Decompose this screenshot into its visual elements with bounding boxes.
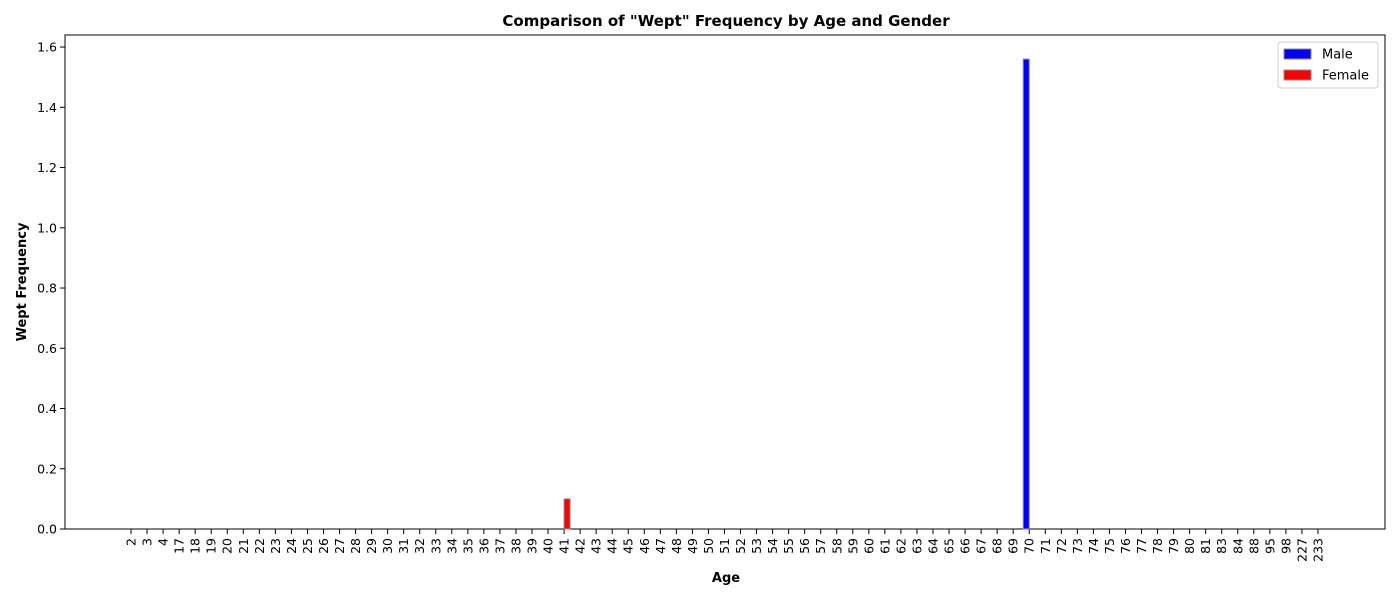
x-tick-label: 88 [1246, 538, 1261, 554]
x-tick-label: 58 [829, 538, 844, 554]
x-tick-label: 75 [1102, 538, 1117, 554]
y-tick-label: 0.2 [37, 461, 57, 476]
x-tick-label: 84 [1230, 538, 1245, 554]
x-tick-label: 42 [573, 538, 588, 554]
legend: Male Female [1277, 41, 1379, 89]
x-axis-label: Age [712, 571, 740, 586]
x-tick-label: 49 [685, 538, 700, 554]
x-tick-label: 26 [316, 538, 331, 554]
x-tick-label: 98 [1278, 538, 1293, 554]
y-tick-label: 1.2 [37, 160, 57, 175]
x-tick-label: 60 [861, 538, 876, 554]
x-tick-label: 70 [1022, 538, 1037, 554]
x-tick-label: 73 [1070, 538, 1085, 554]
x-tick-label: 34 [444, 538, 459, 554]
x-tick-label: 53 [749, 538, 764, 554]
x-tick-label: 24 [284, 538, 299, 554]
x-tick-label: 28 [348, 538, 363, 554]
x-tick-label: 78 [1150, 538, 1165, 554]
x-tick-label: 23 [268, 538, 283, 554]
x-tick-label: 32 [412, 538, 427, 554]
bars [563, 58, 1030, 530]
x-tick-label: 54 [765, 538, 780, 554]
x-tick-label: 31 [396, 538, 411, 554]
y-tick-label: 0.8 [37, 281, 57, 296]
x-tick-label: 56 [797, 538, 812, 554]
x-tick-label: 80 [1182, 538, 1197, 554]
x-tick-label: 71 [1038, 538, 1053, 554]
x-tick-label: 39 [525, 538, 540, 554]
y-tick-label: 1.4 [37, 100, 57, 115]
x-tick-label: 227 [1294, 538, 1309, 562]
x-tick-label: 52 [733, 538, 748, 554]
x-tick-label: 29 [364, 538, 379, 554]
x-tick-label: 50 [701, 538, 716, 554]
bar-male-70 [1022, 58, 1030, 530]
legend-label-male: Male [1322, 48, 1353, 63]
x-tick-label: 72 [1054, 538, 1069, 554]
x-tick-label: 59 [845, 538, 860, 554]
x-tick-label: 43 [589, 538, 604, 554]
x-tick-label: 48 [669, 538, 684, 554]
y-tick-label: 0.4 [37, 401, 57, 416]
x-tick-label: 66 [958, 538, 973, 554]
x-tick-label: 33 [428, 538, 443, 554]
x-tick-label: 30 [380, 538, 395, 554]
x-tick-label: 51 [717, 538, 732, 554]
x-tick-label: 25 [300, 538, 315, 554]
x-tick-label: 27 [332, 538, 347, 554]
x-axis: 2 3 4 17 18 19 20 21 22 23 24 25 26 27 28 29 30 31 32 33 34 3… [124, 529, 1325, 562]
x-tick-label: 22 [252, 538, 267, 554]
y-tick-label: 1.6 [37, 40, 57, 55]
legend-swatch-female [1283, 69, 1312, 81]
y-tick-label: 0.6 [37, 341, 57, 356]
x-tick-label: 57 [813, 538, 828, 554]
x-tick-label: 81 [1198, 538, 1213, 554]
x-tick-label: 46 [637, 538, 652, 554]
x-tick-label: 37 [492, 538, 507, 554]
x-tick-label: 95 [1262, 538, 1277, 554]
x-tick-label: 19 [204, 538, 219, 554]
x-tick-label: 64 [926, 538, 941, 554]
x-tick-label: 62 [893, 538, 908, 554]
x-tick-label: 3 [140, 538, 155, 546]
x-tick-label: 20 [220, 538, 235, 554]
x-tick-label: 63 [909, 538, 924, 554]
y-axis-label: Wept Frequency [15, 222, 30, 341]
x-tick-label: 67 [974, 538, 989, 554]
x-tick-label: 74 [1086, 538, 1101, 554]
x-tick-label: 35 [460, 538, 475, 554]
x-tick-label: 77 [1134, 538, 1149, 554]
x-tick-label: 76 [1118, 538, 1133, 554]
x-tick-label: 55 [781, 538, 796, 554]
x-tick-label: 47 [653, 538, 668, 554]
x-tick-label: 41 [557, 538, 572, 554]
x-tick-label: 44 [605, 538, 620, 554]
x-tick-label: 40 [541, 538, 556, 554]
legend-swatch-male [1283, 48, 1312, 60]
y-tick-label: 1.0 [37, 220, 57, 235]
bar-female-41 [563, 498, 571, 530]
y-tick-label: 0.0 [37, 522, 57, 537]
x-tick-label: 38 [508, 538, 523, 554]
x-tick-label: 18 [188, 538, 203, 554]
x-tick-label: 36 [476, 538, 491, 554]
x-tick-label: 65 [942, 538, 957, 554]
x-tick-label: 61 [877, 538, 892, 554]
x-tick-label: 4 [156, 538, 171, 546]
plot-frame [64, 34, 1386, 530]
x-tick-label: 79 [1166, 538, 1181, 554]
x-tick-label: 21 [236, 538, 251, 554]
x-tick-label: 45 [621, 538, 636, 554]
y-axis: 0.0 0.2 0.4 0.6 0.8 1.0 1.2 1.4 1.6 [37, 40, 65, 537]
x-tick-label: 83 [1214, 538, 1229, 554]
x-tick-label: 17 [172, 538, 187, 554]
x-tick-label: 233 [1310, 538, 1325, 562]
x-tick-label: 68 [990, 538, 1005, 554]
x-tick-label: 69 [1006, 538, 1021, 554]
chart-title: Comparison of "Wept" Frequency by Age an… [502, 12, 950, 30]
legend-label-female: Female [1322, 69, 1369, 84]
x-tick-label: 2 [124, 538, 139, 546]
